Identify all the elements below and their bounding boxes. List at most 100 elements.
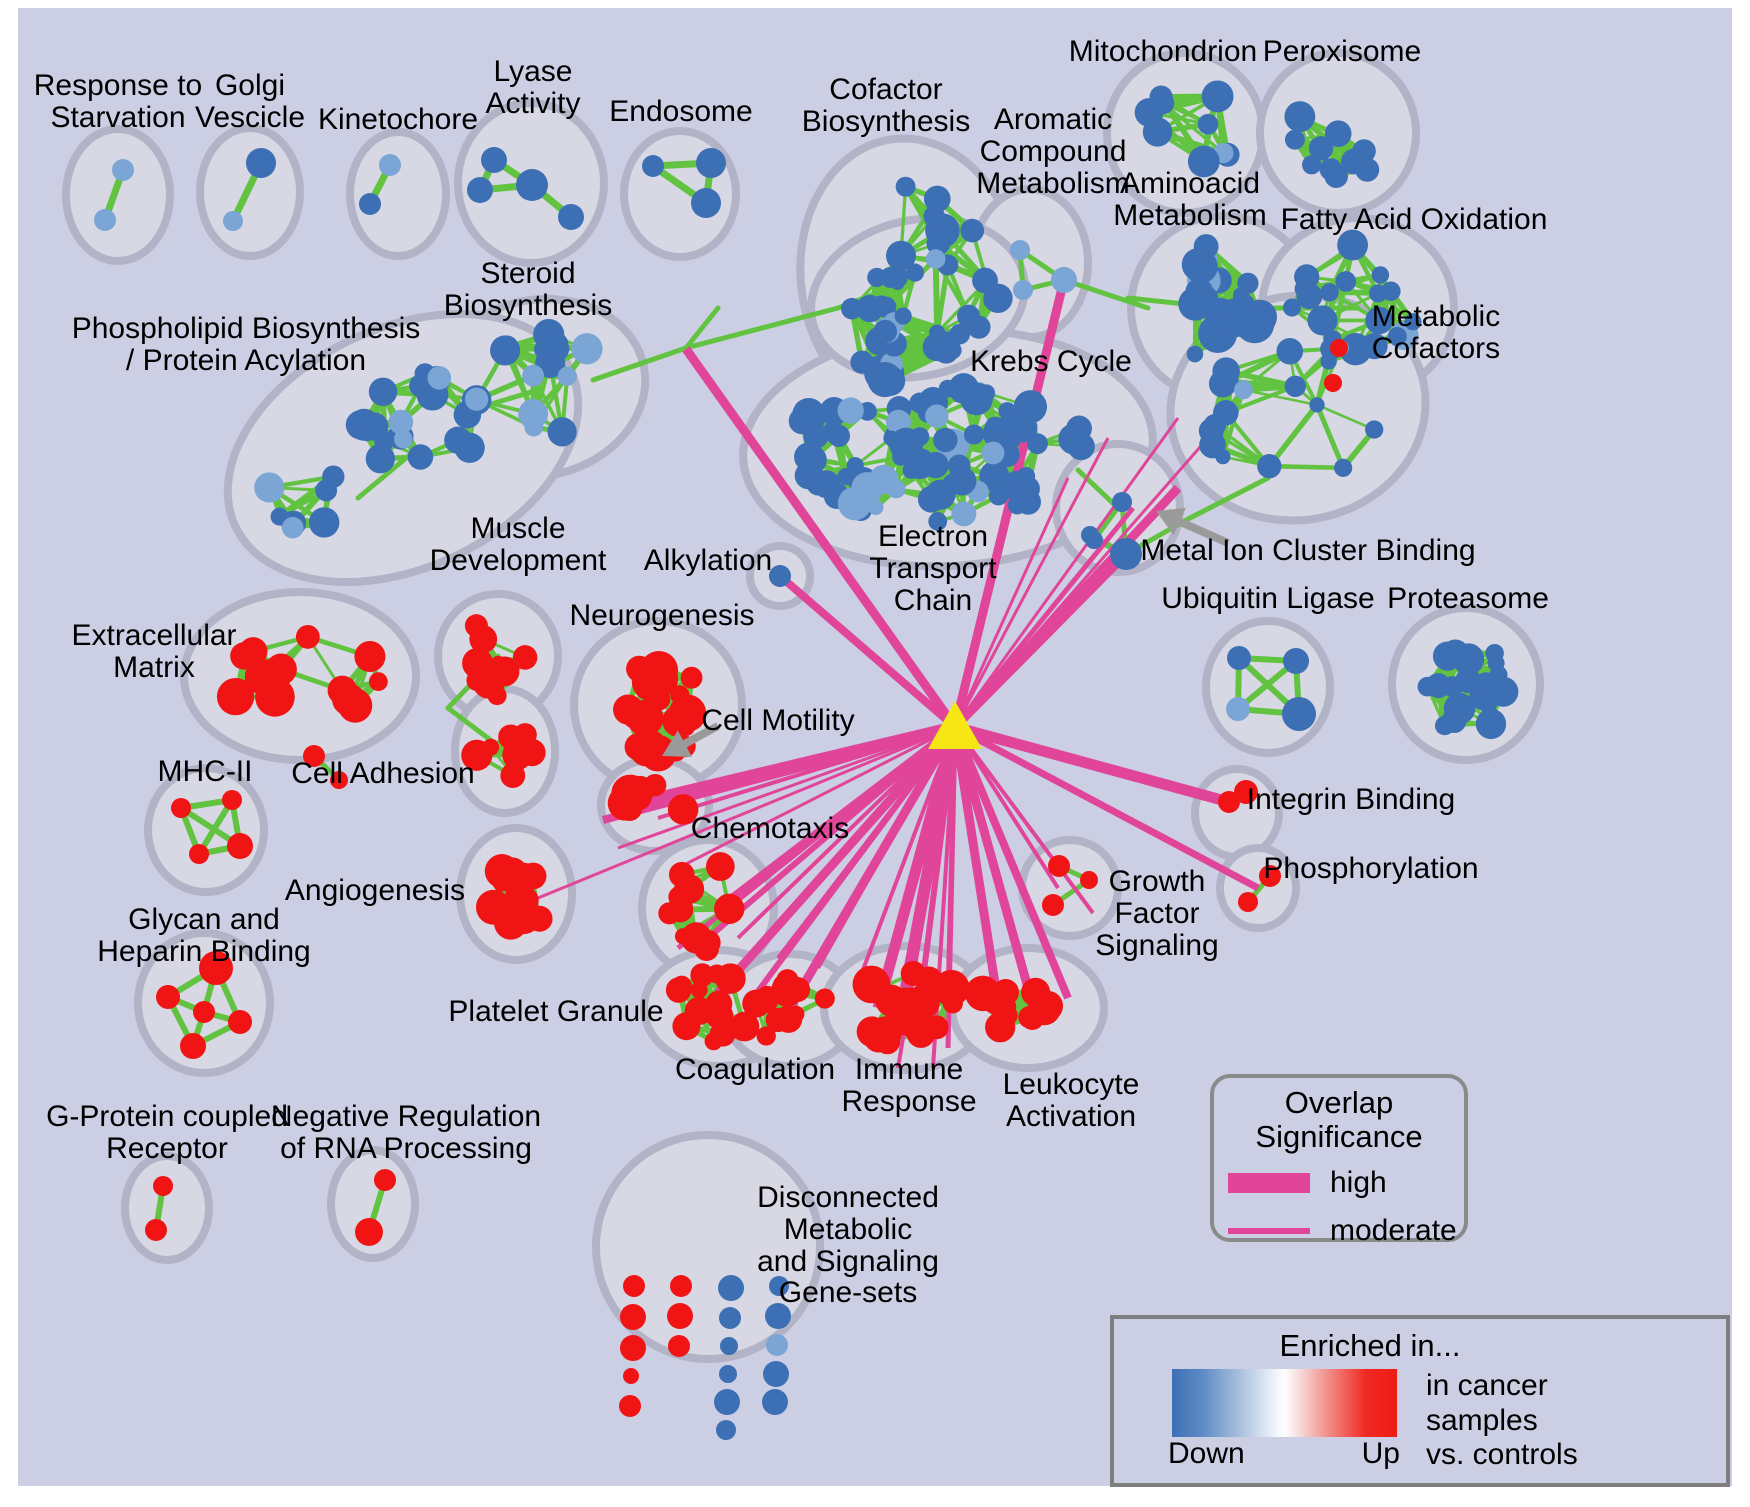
gene-set-node[interactable] (1042, 894, 1064, 916)
gene-set-node[interactable] (776, 969, 799, 992)
gene-set-node[interactable] (624, 733, 653, 761)
gene-set-node[interactable] (454, 432, 485, 463)
gene-set-node[interactable] (1307, 305, 1338, 336)
gene-set-node[interactable] (1387, 327, 1407, 347)
gene-set-node[interactable] (1020, 1006, 1044, 1031)
gene-set-node[interactable] (1184, 249, 1218, 284)
gene-set-node[interactable] (518, 738, 546, 767)
gene-set-node[interactable] (972, 267, 998, 294)
gene-set-node[interactable] (1337, 229, 1369, 261)
gene-set-node[interactable] (388, 409, 414, 435)
gene-set-node[interactable] (873, 295, 890, 312)
gene-set-node[interactable] (1282, 298, 1301, 317)
gene-set-node[interactable] (330, 771, 348, 789)
gene-set-node[interactable] (547, 417, 577, 447)
gene-set-node[interactable] (967, 315, 991, 339)
gene-set-node[interactable] (1110, 538, 1142, 570)
gene-set-node[interactable] (894, 307, 912, 325)
gene-set-node[interactable] (905, 263, 925, 282)
gene-set-node[interactable] (909, 392, 931, 414)
gene-set-node[interactable] (997, 1004, 1018, 1026)
gene-set-node[interactable] (705, 852, 735, 881)
gene-set-node[interactable] (672, 1012, 701, 1041)
gene-set-node[interactable] (94, 209, 116, 231)
gene-set-node[interactable] (704, 1032, 723, 1051)
gene-set-node[interactable] (792, 397, 826, 431)
gene-set-node[interactable] (303, 745, 325, 767)
gene-set-node[interactable] (494, 335, 519, 360)
gene-set-node[interactable] (199, 951, 233, 985)
gene-set-node[interactable] (500, 763, 526, 789)
gene-set-node[interactable] (1259, 865, 1281, 887)
gene-set-node[interactable] (1455, 667, 1481, 694)
gene-set-node[interactable] (494, 906, 528, 940)
gene-set-node[interactable] (492, 873, 511, 892)
gene-set-node[interactable] (890, 275, 905, 290)
gene-set-node[interactable] (407, 444, 434, 470)
gene-set-node[interactable] (516, 169, 548, 201)
gene-set-node[interactable] (145, 1219, 167, 1241)
gene-set-node[interactable] (1320, 283, 1339, 302)
gene-set-node[interactable] (1276, 337, 1304, 365)
gene-set-node[interactable] (1365, 306, 1393, 335)
gene-set-node[interactable] (467, 177, 493, 203)
gene-set-node[interactable] (482, 738, 500, 756)
gene-set-node[interactable] (1284, 375, 1307, 398)
gene-set-node[interactable] (607, 785, 643, 821)
gene-set-node[interactable] (308, 507, 340, 538)
gene-set-node[interactable] (1201, 80, 1234, 113)
gene-set-node[interactable] (662, 705, 695, 737)
gene-set-node[interactable] (925, 249, 946, 269)
gene-set-node[interactable] (1013, 280, 1033, 300)
gene-set-node[interactable] (949, 323, 971, 345)
gene-set-node[interactable] (742, 989, 771, 1018)
gene-set-node[interactable] (1302, 155, 1322, 175)
gene-set-node[interactable] (642, 155, 664, 177)
gene-set-node[interactable] (979, 461, 1010, 492)
gene-set-node[interactable] (359, 193, 381, 215)
gene-set-node[interactable] (393, 429, 413, 449)
gene-set-node[interactable] (368, 377, 398, 407)
gene-set-node[interactable] (1425, 673, 1451, 699)
gene-set-node[interactable] (875, 365, 906, 396)
gene-set-node[interactable] (1112, 492, 1132, 512)
gene-set-node[interactable] (1309, 397, 1325, 413)
gene-set-node[interactable] (1404, 313, 1422, 331)
gene-set-node[interactable] (1284, 129, 1305, 150)
gene-set-node[interactable] (1441, 639, 1470, 669)
gene-set-node[interactable] (327, 675, 358, 706)
gene-set-node[interactable] (1434, 715, 1455, 736)
gene-set-node[interactable] (1488, 676, 1519, 707)
gene-set-node[interactable] (1487, 654, 1505, 672)
gene-set-node[interactable] (729, 1011, 760, 1042)
hub-node-triangle[interactable] (928, 701, 982, 749)
gene-set-node[interactable] (1443, 692, 1476, 725)
gene-set-node[interactable] (281, 516, 304, 539)
gene-set-node[interactable] (223, 211, 243, 231)
gene-set-node[interactable] (558, 204, 584, 230)
gene-set-node[interactable] (718, 1275, 744, 1301)
gene-set-node[interactable] (992, 978, 1019, 1006)
gene-set-node[interactable] (720, 1337, 738, 1355)
gene-set-node[interactable] (1341, 148, 1367, 175)
gene-set-node[interactable] (871, 1025, 897, 1051)
gene-set-node[interactable] (667, 794, 699, 825)
gene-set-node[interactable] (171, 798, 191, 818)
gene-set-node[interactable] (1330, 339, 1348, 357)
gene-set-node[interactable] (719, 1365, 737, 1383)
gene-set-node[interactable] (928, 511, 948, 531)
gene-set-node[interactable] (295, 625, 320, 649)
gene-set-node[interactable] (1371, 266, 1390, 284)
gene-set-node[interactable] (226, 683, 252, 709)
gene-set-node[interactable] (716, 1420, 736, 1440)
gene-set-node[interactable] (667, 1303, 693, 1329)
gene-set-node[interactable] (769, 565, 791, 587)
gene-set-node[interactable] (680, 666, 703, 689)
gene-set-node[interactable] (981, 441, 1005, 465)
gene-set-node[interactable] (867, 499, 884, 516)
gene-set-node[interactable] (620, 1304, 646, 1330)
gene-set-node[interactable] (960, 218, 985, 243)
gene-set-node[interactable] (1234, 303, 1275, 344)
gene-set-node[interactable] (977, 384, 996, 402)
gene-set-node[interactable] (557, 366, 577, 386)
